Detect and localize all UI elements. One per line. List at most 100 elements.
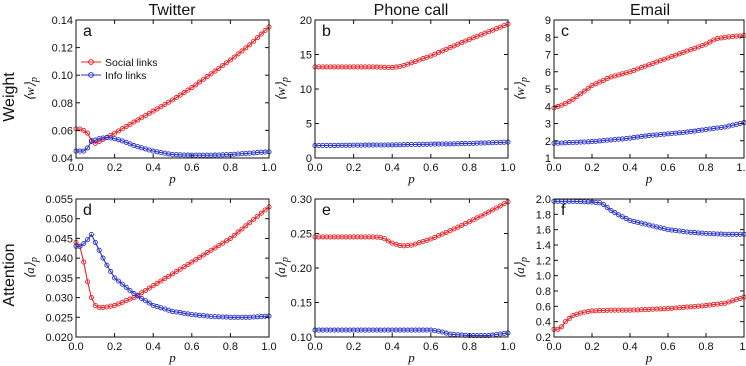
data-point	[131, 119, 137, 125]
y-tick-label: 0.030	[45, 293, 73, 305]
x-tick-label: 0.0	[546, 162, 561, 174]
legend-entry: Info links	[105, 70, 146, 82]
y-tick-label: 5	[545, 84, 551, 96]
data-point	[562, 319, 568, 325]
y-tick-label: 0.06	[52, 125, 73, 137]
x-tick-label: 0.8	[698, 162, 713, 174]
x-tick-label: 0.6	[423, 162, 438, 174]
data-point	[235, 51, 241, 57]
data-point	[146, 110, 152, 116]
panel-a: 0.0 0.2 0.4 0.6 0.8 1.0 0.04 0.06 0.08 0.10 0.12 0.…	[22, 15, 277, 186]
series-social	[312, 21, 511, 71]
data-point	[142, 112, 149, 119]
data-point	[208, 71, 214, 77]
series-line	[554, 296, 745, 330]
x-tick-label: 0.4	[385, 162, 400, 174]
data-point	[231, 232, 237, 238]
data-point	[616, 212, 622, 218]
x-tick-label: 0.2	[346, 162, 361, 174]
data-point	[77, 243, 83, 249]
y-tick-label: 0.20	[291, 263, 312, 275]
data-point	[196, 79, 203, 85]
panel-c: 0.0 0.2 0.4 0.6 0.8 1.0 1 2 3 4 5 6 7 8 9 p ⟨w⟩p c	[512, 15, 746, 186]
x-tick-label: 0.8	[462, 162, 477, 174]
series-line	[75, 206, 270, 308]
y-tick-label: 0.15	[291, 298, 312, 310]
data-point	[262, 27, 268, 34]
data-point	[251, 38, 257, 44]
data-point	[150, 283, 156, 289]
series-line	[553, 34, 745, 109]
data-point	[193, 257, 199, 263]
series-social	[73, 24, 272, 146]
y-tick-label: 0.10	[52, 70, 73, 82]
data-point	[220, 62, 226, 69]
data-point	[162, 276, 168, 282]
series-info	[551, 120, 746, 146]
x-axis-label: p	[645, 171, 653, 186]
data-point	[123, 284, 129, 290]
y-tick-label: 6	[545, 67, 551, 79]
y-axis-label: ⟨w⟩p	[512, 77, 530, 101]
x-axis-label: p	[168, 350, 176, 365]
data-point	[92, 239, 98, 245]
data-point	[482, 211, 488, 217]
x-tick-label: 1.	[739, 341, 746, 353]
data-point	[150, 108, 156, 114]
panel-letter: c	[561, 23, 569, 40]
data-point	[189, 259, 195, 265]
data-point	[574, 94, 580, 100]
y-tick-label: 0.020	[45, 332, 73, 344]
data-point	[100, 255, 106, 261]
x-tick-label: 0.4	[622, 341, 637, 353]
x-axis-label: p	[645, 350, 653, 365]
data-point	[123, 123, 129, 130]
x-tick-label: 0.2	[584, 341, 599, 353]
y-tick-label: 0.30	[291, 194, 312, 206]
data-point	[385, 238, 391, 244]
data-point	[254, 213, 260, 219]
y-tick-label: 1.6	[536, 225, 551, 237]
x-tick-label: 0.8	[223, 162, 238, 174]
panel-f: 0.00.20.40.60.81.0.20.40.60.81.01.21.41.…	[512, 194, 746, 365]
x-tick-label: 0.6	[660, 341, 675, 353]
y-tick-label: 0.04	[52, 153, 73, 165]
data-point	[612, 210, 618, 216]
data-point	[185, 261, 191, 268]
data-point	[139, 290, 145, 296]
data-point	[166, 273, 172, 279]
data-point	[204, 250, 210, 256]
data-point	[608, 207, 614, 214]
data-point	[212, 68, 218, 74]
data-point	[104, 262, 110, 268]
data-point	[81, 127, 87, 133]
data-point	[227, 57, 233, 63]
x-tick-label: 1.0	[500, 162, 515, 174]
legend-entry: Social links	[105, 57, 158, 69]
data-point	[81, 259, 87, 265]
panel-letter: b	[322, 23, 331, 40]
panel-b: 0.0 0.2 0.4 0.6 0.8 1.0 0 5 10 15 20 p ⟨w⟩p b	[273, 15, 516, 186]
data-point	[231, 54, 237, 60]
data-point	[200, 252, 206, 258]
data-point	[96, 247, 102, 253]
data-point	[559, 324, 565, 330]
y-tick-label: 0.045	[45, 233, 73, 245]
x-tick-label: 0.0	[307, 341, 322, 353]
y-tick-label: 0.12	[52, 43, 73, 55]
data-point	[212, 245, 218, 251]
series-social	[312, 199, 511, 249]
data-point	[85, 279, 91, 285]
y-tick-label: 1.4	[536, 240, 551, 252]
series-social	[73, 204, 272, 310]
series-line	[76, 26, 270, 144]
data-point	[81, 148, 87, 154]
data-point	[193, 82, 199, 88]
data-point	[173, 268, 179, 275]
data-point	[146, 300, 152, 306]
data-point	[92, 140, 98, 146]
x-tick-label: 0.4	[385, 341, 400, 353]
series-info	[551, 198, 746, 237]
